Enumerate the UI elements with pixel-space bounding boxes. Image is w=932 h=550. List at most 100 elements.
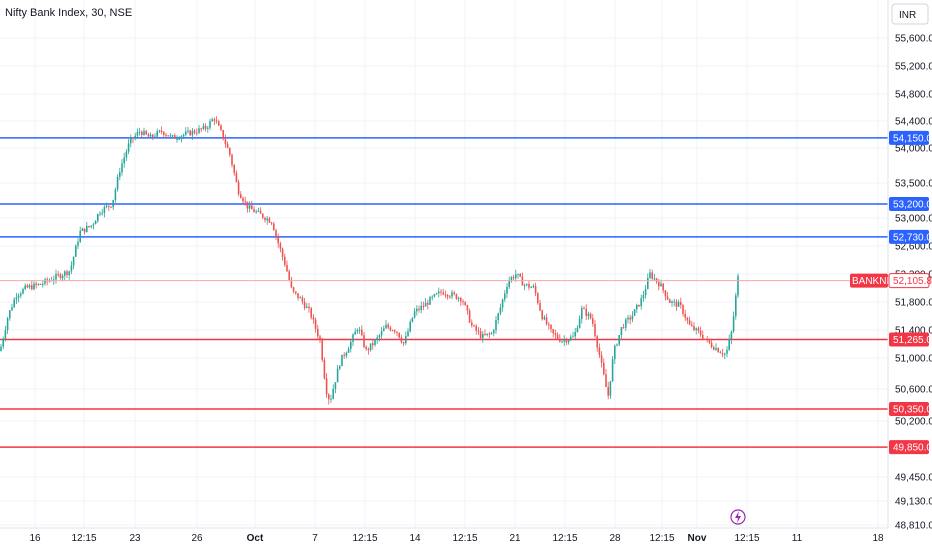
- candle-body: [328, 394, 330, 400]
- candle-body: [528, 283, 530, 288]
- candle-body: [259, 210, 262, 214]
- candle-body: [422, 305, 425, 307]
- candle-body: [567, 340, 570, 343]
- candle-body: [233, 164, 235, 173]
- currency-button[interactable]: [891, 3, 929, 25]
- candle-body: [158, 130, 161, 132]
- time-tick-label: Nov: [688, 533, 707, 544]
- candle-body: [479, 331, 482, 339]
- candle-body: [9, 310, 11, 319]
- candle-body: [226, 144, 229, 148]
- candle-body: [299, 297, 301, 299]
- candle-body: [680, 301, 682, 305]
- candle-body: [578, 318, 581, 329]
- candle-body: [429, 297, 431, 305]
- candle-body: [490, 333, 493, 335]
- candle-body: [334, 382, 337, 389]
- candle-body: [99, 213, 101, 215]
- candle-body: [33, 283, 35, 290]
- candle-body: [444, 294, 447, 296]
- candle-body: [59, 274, 62, 278]
- lightning-icon[interactable]: [730, 509, 746, 525]
- candle-body: [660, 283, 662, 287]
- candle-body: [576, 328, 579, 332]
- candle-body: [438, 291, 440, 294]
- candle-body: [435, 293, 438, 295]
- current-price: 52,105.85: [893, 276, 932, 287]
- candle-body: [717, 348, 719, 353]
- candle-body: [460, 297, 462, 302]
- candle-body: [187, 130, 189, 132]
- candle-body: [72, 256, 75, 266]
- candle-body: [372, 343, 374, 346]
- candle-body: [565, 339, 568, 343]
- candle-body: [499, 307, 502, 314]
- candle-body: [684, 314, 686, 318]
- candle-body: [26, 285, 29, 288]
- candle-body: [130, 137, 132, 144]
- candles: [0, 116, 739, 405]
- candle-body: [292, 287, 295, 292]
- candle-body: [134, 135, 136, 139]
- candle-body: [68, 271, 70, 276]
- candle-body: [504, 293, 506, 300]
- candle-body: [633, 309, 636, 316]
- candle-body: [482, 334, 484, 339]
- candle-body: [55, 274, 57, 280]
- candle-body: [387, 324, 389, 328]
- candle-body: [209, 121, 211, 128]
- candle-body: [455, 294, 458, 299]
- candle-body: [609, 381, 612, 396]
- candle-body: [297, 293, 299, 299]
- candle-body: [385, 324, 387, 329]
- candle-body: [35, 283, 37, 285]
- candle-body: [167, 135, 169, 137]
- candle-body: [237, 181, 240, 195]
- candle-body: [268, 218, 271, 223]
- candle-body: [275, 230, 277, 237]
- candle-body: [253, 209, 255, 213]
- level-badge: [889, 197, 929, 211]
- candle-body: [537, 293, 539, 303]
- candle-body: [178, 138, 180, 140]
- candle-body: [669, 299, 671, 303]
- candle-body: [497, 313, 499, 320]
- candle-body: [92, 224, 95, 226]
- candle-body: [451, 292, 453, 297]
- chart-title: Nifty Bank Index, 30, NSE: [5, 7, 132, 19]
- candle-body: [737, 275, 739, 296]
- time-tick-label: 23: [129, 533, 141, 544]
- candle-body: [545, 317, 548, 325]
- candle-body: [350, 341, 352, 350]
- candle-body: [611, 359, 614, 382]
- level-badge: [889, 402, 929, 416]
- candle-body: [136, 132, 139, 136]
- candle-body: [510, 277, 513, 281]
- candle-body: [266, 218, 268, 221]
- level-badge: [889, 229, 929, 244]
- candle-body: [653, 278, 656, 280]
- candle-body: [719, 352, 722, 354]
- candle-body: [699, 330, 702, 335]
- candle-body: [424, 302, 427, 307]
- candle-body: [523, 284, 526, 286]
- price-tick-label: 53,000.00: [895, 214, 932, 225]
- candle-body: [662, 283, 664, 291]
- candle-body: [464, 302, 466, 306]
- time-tick-label: 21: [509, 533, 521, 544]
- candle-body: [257, 210, 260, 212]
- candle-body: [526, 283, 528, 285]
- candle-body: [380, 331, 383, 336]
- candle-body: [488, 333, 491, 335]
- candle-body: [449, 296, 451, 298]
- candle-body: [171, 135, 174, 137]
- candle-body: [708, 338, 711, 343]
- candle-body: [596, 336, 598, 348]
- candle-body: [466, 305, 469, 311]
- candle-body: [484, 334, 486, 336]
- candle-body: [248, 205, 251, 209]
- time-tick-label: 12:15: [452, 533, 477, 544]
- candle-body: [724, 353, 726, 355]
- candle-body: [81, 228, 84, 231]
